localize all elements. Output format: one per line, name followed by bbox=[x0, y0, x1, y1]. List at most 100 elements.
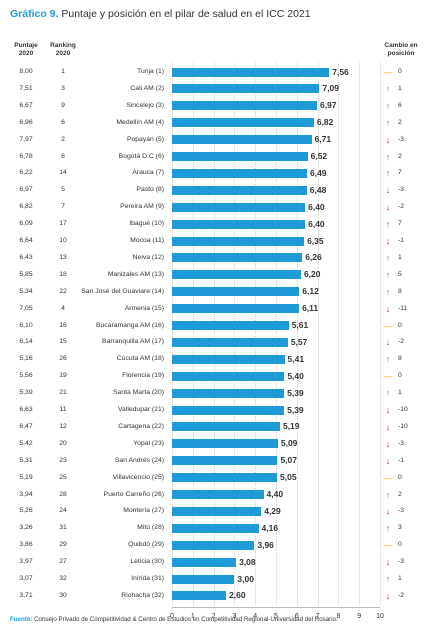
ranking-2020-value: 4 bbox=[61, 304, 65, 312]
puntaje-2020-value: 3,94 bbox=[19, 490, 33, 498]
position-change-value: -3 bbox=[398, 507, 405, 515]
puntaje-2020-value: 6,97 bbox=[19, 186, 33, 194]
position-change-value: -3 bbox=[398, 558, 405, 566]
puntaje-2020-value: 6,82 bbox=[19, 203, 33, 211]
bar-value-label: 5,41 bbox=[287, 353, 305, 364]
change-up-icon: ↑ bbox=[385, 489, 391, 500]
bar bbox=[172, 540, 255, 550]
bar-value-label: 6,82 bbox=[316, 117, 334, 128]
position-change-value: -2 bbox=[398, 338, 405, 346]
position-change-value: -1 bbox=[398, 456, 405, 464]
bar-value-label: 6,97 bbox=[319, 100, 337, 111]
ranking-2020-value: 29 bbox=[59, 541, 67, 549]
puntaje-2020-value: 7,97 bbox=[19, 135, 33, 143]
ranking-2020-value: 19 bbox=[59, 372, 67, 380]
puntaje-2020-value: 6,63 bbox=[19, 406, 33, 413]
change-up-icon: ↑ bbox=[385, 523, 391, 534]
change-down-icon: ↓ bbox=[385, 506, 391, 517]
bar bbox=[172, 118, 314, 128]
bar bbox=[172, 287, 300, 297]
position-change-value: -2 bbox=[398, 203, 405, 211]
bar-value-label: 6,40 bbox=[308, 218, 325, 229]
position-change-value: -3 bbox=[398, 439, 405, 447]
city-label: Bogotá D.C (6) bbox=[118, 152, 164, 160]
puntaje-2020-value: 6,67 bbox=[19, 101, 33, 109]
position-change-value: 2 bbox=[398, 118, 402, 126]
change-equal-icon: — bbox=[383, 540, 393, 551]
bar bbox=[172, 439, 278, 449]
ranking-2020-value: 13 bbox=[59, 253, 67, 261]
city-label: Pasto (8) bbox=[136, 186, 164, 194]
bar bbox=[172, 388, 285, 398]
footer-text: Consejo Privado de Competitividad & Cent… bbox=[34, 616, 338, 623]
puntaje-2020-value: 5,31 bbox=[19, 456, 33, 464]
change-equal-icon: — bbox=[383, 320, 393, 331]
ranking-2020-value: 32 bbox=[59, 575, 67, 582]
bar-value-label: 3,00 bbox=[237, 573, 254, 584]
city-label: Florencia (19) bbox=[122, 372, 164, 380]
bar bbox=[172, 456, 278, 466]
position-change-value: 2 bbox=[398, 152, 402, 160]
ranking-2020-value: 24 bbox=[59, 507, 67, 515]
bar-value-label: 4,16 bbox=[261, 522, 279, 533]
city-label: Barranquilla AM (17) bbox=[102, 338, 164, 346]
bar-value-label: 5,39 bbox=[287, 387, 304, 398]
bar bbox=[172, 337, 288, 347]
ranking-2020-value: 18 bbox=[59, 270, 67, 278]
change-up-icon: ↑ bbox=[385, 354, 391, 365]
puntaje-2020-value: 5,34 bbox=[19, 287, 33, 295]
city-label: Riohacha (32) bbox=[121, 591, 164, 599]
bar-value-label: 6,52 bbox=[310, 151, 328, 161]
puntaje-2020-value: 5,16 bbox=[19, 355, 33, 363]
change-up-icon: ↑ bbox=[385, 219, 391, 230]
bar-value-label: 5,40 bbox=[287, 370, 304, 381]
header-cambio: Cambio en posición bbox=[376, 42, 426, 58]
city-label: Mocoa (11) bbox=[130, 237, 164, 244]
change-up-icon: ↑ bbox=[385, 269, 391, 280]
city-label: Valledupar (21) bbox=[118, 406, 164, 413]
position-change-value: 7 bbox=[398, 220, 402, 228]
bar-value-label: 6,49 bbox=[309, 167, 327, 178]
ranking-2020-value: 8 bbox=[61, 152, 65, 160]
position-change-value: 2 bbox=[398, 490, 402, 498]
city-label: Puerto Carreño (26) bbox=[103, 490, 164, 498]
change-down-icon: ↓ bbox=[385, 202, 391, 213]
puntaje-2020-value: 6,47 bbox=[19, 422, 33, 430]
position-change-value: 8 bbox=[398, 287, 402, 295]
ranking-2020-value: 31 bbox=[59, 524, 67, 532]
position-change-value: 0 bbox=[398, 372, 402, 380]
position-change-value: 0 bbox=[398, 68, 402, 75]
gridline bbox=[317, 62, 319, 605]
bar-value-label: 6,71 bbox=[314, 134, 332, 145]
header-cambio-text: Cambio en posición bbox=[384, 42, 418, 57]
header-puntaje: Puntaje 2020 bbox=[6, 42, 46, 58]
gridline bbox=[213, 62, 215, 605]
header-puntaje-text: Puntaje 2020 bbox=[14, 42, 38, 57]
x-tick-label: 2 bbox=[211, 612, 216, 620]
gridline bbox=[172, 62, 173, 605]
ranking-2020-value: 28 bbox=[59, 490, 67, 498]
ranking-2020-value: 6 bbox=[61, 118, 65, 126]
ranking-2020-value: 17 bbox=[59, 220, 67, 228]
change-up-icon: ↑ bbox=[385, 252, 391, 263]
change-down-icon: ↓ bbox=[385, 337, 391, 348]
bar-value-label: 5,39 bbox=[287, 404, 304, 415]
bar-value-label: 3,08 bbox=[239, 556, 256, 567]
puntaje-2020-value: 5,19 bbox=[19, 473, 33, 481]
position-change-value: 0 bbox=[398, 321, 402, 329]
gridline bbox=[234, 62, 236, 605]
bar bbox=[172, 270, 301, 280]
change-up-icon: ↑ bbox=[385, 100, 391, 111]
bar bbox=[172, 135, 312, 145]
change-up-icon: ↑ bbox=[385, 151, 391, 162]
header-ranking: Ranking 2020 bbox=[46, 42, 80, 58]
city-label: Quibdó (29) bbox=[128, 541, 164, 549]
bar bbox=[172, 168, 307, 178]
bar bbox=[172, 253, 303, 263]
bar bbox=[172, 591, 227, 601]
position-change-value: -2 bbox=[398, 591, 405, 599]
x-tick-label: 8 bbox=[336, 612, 341, 620]
puntaje-2020-value: 5,85 bbox=[19, 270, 33, 278]
city-label: Pereira AM (9) bbox=[120, 203, 164, 211]
city-label: Cartagena (22) bbox=[118, 422, 164, 430]
